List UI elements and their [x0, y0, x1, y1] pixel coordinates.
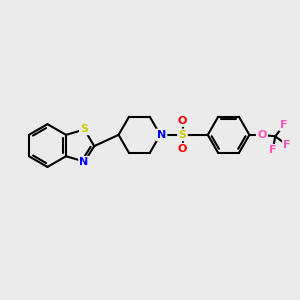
- Text: O: O: [178, 116, 187, 126]
- Text: F: F: [284, 140, 291, 150]
- Text: N: N: [157, 130, 166, 140]
- Text: F: F: [280, 120, 288, 130]
- Text: O: O: [257, 130, 266, 140]
- Text: F: F: [269, 145, 277, 155]
- Text: O: O: [178, 144, 187, 154]
- Text: S: S: [80, 124, 88, 134]
- Text: S: S: [178, 130, 187, 140]
- Text: N: N: [80, 157, 89, 167]
